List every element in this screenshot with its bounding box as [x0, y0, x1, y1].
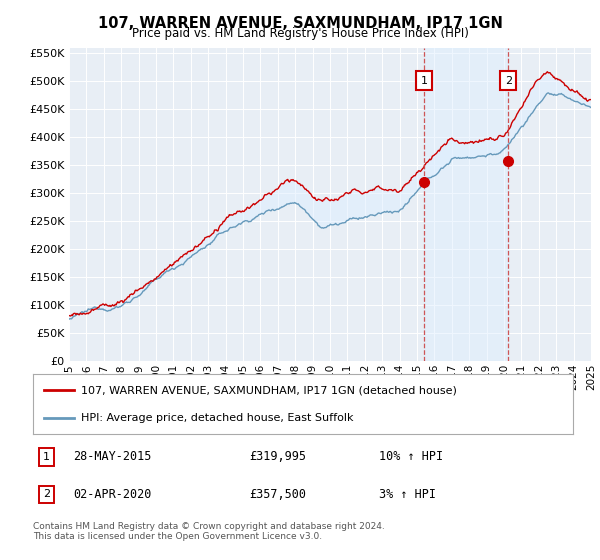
Text: 28-MAY-2015: 28-MAY-2015 — [74, 450, 152, 463]
Text: £357,500: £357,500 — [249, 488, 306, 501]
Text: 1: 1 — [43, 452, 50, 462]
Text: HPI: Average price, detached house, East Suffolk: HPI: Average price, detached house, East… — [80, 413, 353, 423]
Text: 10% ↑ HPI: 10% ↑ HPI — [379, 450, 443, 463]
Text: £319,995: £319,995 — [249, 450, 306, 463]
Text: 2: 2 — [505, 76, 512, 86]
Text: 02-APR-2020: 02-APR-2020 — [74, 488, 152, 501]
Text: 1: 1 — [421, 76, 427, 86]
Text: Price paid vs. HM Land Registry's House Price Index (HPI): Price paid vs. HM Land Registry's House … — [131, 27, 469, 40]
Text: 107, WARREN AVENUE, SAXMUNDHAM, IP17 1GN (detached house): 107, WARREN AVENUE, SAXMUNDHAM, IP17 1GN… — [80, 385, 457, 395]
Bar — [424, 48, 508, 361]
Text: Contains HM Land Registry data © Crown copyright and database right 2024.
This d: Contains HM Land Registry data © Crown c… — [33, 522, 385, 542]
Text: 107, WARREN AVENUE, SAXMUNDHAM, IP17 1GN: 107, WARREN AVENUE, SAXMUNDHAM, IP17 1GN — [98, 16, 502, 31]
Text: 3% ↑ HPI: 3% ↑ HPI — [379, 488, 436, 501]
Text: 2: 2 — [43, 489, 50, 500]
